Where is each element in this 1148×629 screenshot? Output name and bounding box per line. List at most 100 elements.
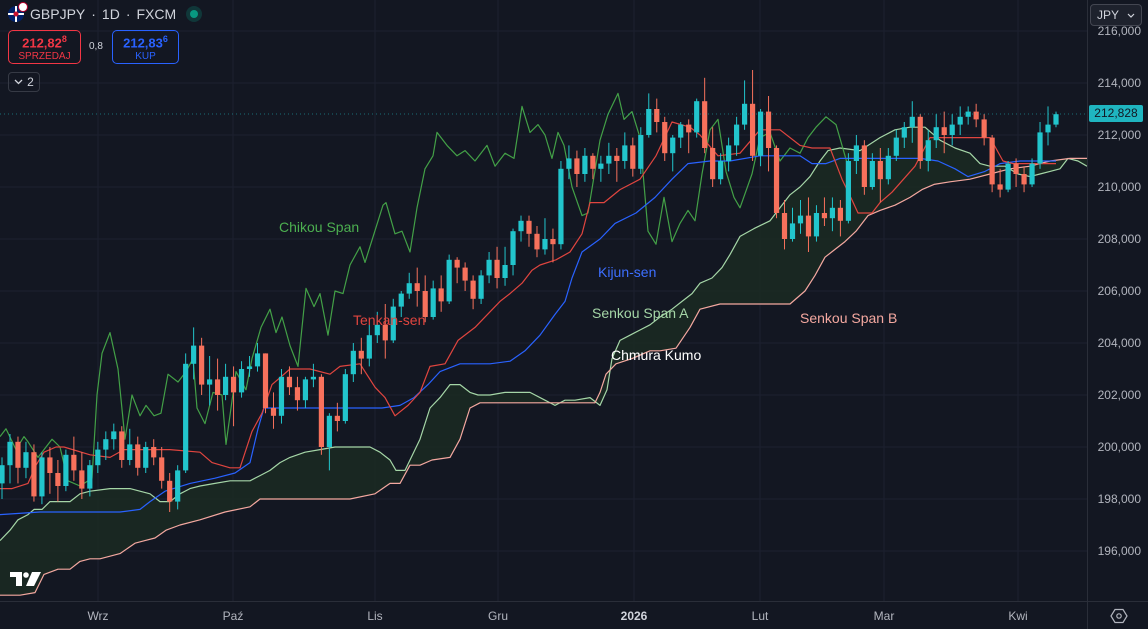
price-tick: 200,000 <box>1097 440 1141 454</box>
time-axis[interactable]: Wrz Paź Lis Gru 2026 Lut Mar Kwi <box>0 601 1087 629</box>
chart-canvas[interactable] <box>0 0 1088 601</box>
candle <box>478 270 484 304</box>
candle <box>965 106 971 125</box>
candle <box>765 96 772 172</box>
candle <box>869 153 875 190</box>
price-tick: 208,000 <box>1097 232 1141 246</box>
candle <box>1005 161 1011 193</box>
candle <box>909 101 915 143</box>
candle <box>127 428 133 466</box>
candle <box>374 311 380 343</box>
price-tick: 206,000 <box>1097 284 1141 298</box>
candle <box>789 207 796 242</box>
candle <box>159 447 165 489</box>
price-tick: 212,000 <box>1097 128 1141 142</box>
candle <box>119 426 125 468</box>
candle <box>949 114 955 146</box>
annotation-spanA: Senkou Span A <box>592 305 689 321</box>
candle <box>230 366 237 427</box>
candle <box>877 148 883 203</box>
candle <box>278 369 285 424</box>
candle <box>462 262 468 291</box>
candle <box>957 106 963 135</box>
candle <box>246 356 253 377</box>
price-tick: 214,000 <box>1097 76 1141 90</box>
candle <box>582 148 588 182</box>
indicators-toggle-button[interactable]: 2 <box>8 72 40 92</box>
candle <box>781 200 788 250</box>
separator: · <box>91 6 96 22</box>
candle <box>598 155 604 182</box>
symbol-name[interactable]: GBPJPY <box>30 6 86 22</box>
candle <box>31 444 37 502</box>
market-open-status-icon <box>190 10 199 18</box>
candle <box>1029 158 1035 187</box>
candle <box>741 80 748 130</box>
spread-value: 0,8 <box>89 41 103 52</box>
candle <box>630 137 636 177</box>
candle <box>558 161 564 250</box>
tradingview-logo-icon[interactable] <box>10 571 42 587</box>
candle <box>686 119 692 154</box>
candle <box>550 228 556 263</box>
candle <box>55 460 61 502</box>
candle <box>1021 166 1027 193</box>
candle <box>422 275 428 323</box>
candle <box>542 218 548 255</box>
price-tick: 202,000 <box>1097 388 1141 402</box>
candle <box>654 98 660 133</box>
candle <box>342 369 348 424</box>
candle <box>837 200 844 237</box>
candle <box>670 135 676 172</box>
candle <box>518 215 524 242</box>
candle <box>805 197 812 252</box>
candle <box>358 337 364 375</box>
sell-button[interactable]: 212,828 SPRZEDAJ <box>8 30 81 64</box>
buy-button[interactable]: 212,836 KUP <box>112 30 179 64</box>
price-tick: 204,000 <box>1097 336 1141 350</box>
candle <box>39 452 45 505</box>
candle <box>470 275 476 310</box>
candle <box>718 153 724 185</box>
candle <box>222 363 229 401</box>
candle <box>710 127 716 187</box>
candle <box>1013 158 1019 187</box>
candle <box>183 353 189 473</box>
candle <box>23 441 29 479</box>
symbol-legend[interactable]: GBPJPY · 1D · FXCM <box>8 2 199 22</box>
sell-price: 212,828 <box>22 34 67 51</box>
exchange-label: FXCM <box>136 6 177 22</box>
candle <box>566 145 572 180</box>
candle <box>398 291 404 317</box>
candle <box>262 353 269 414</box>
candle <box>430 280 436 320</box>
candle <box>7 434 13 484</box>
candle <box>614 148 620 182</box>
candle <box>749 70 756 161</box>
candle <box>773 145 780 219</box>
candle <box>486 252 492 284</box>
candle <box>47 447 53 494</box>
chart-area[interactable] <box>0 0 1088 601</box>
candle <box>925 129 931 172</box>
candle <box>590 153 596 180</box>
chart-settings-button[interactable] <box>1087 601 1148 629</box>
candle <box>638 127 644 174</box>
currency-selector[interactable]: JPY <box>1090 4 1142 26</box>
candle <box>861 140 867 195</box>
candle <box>917 114 923 169</box>
time-tick: Mar <box>873 609 895 623</box>
candle <box>845 153 851 224</box>
price-axis[interactable]: 216,000 214,000 212,000 210,000 208,000 206,0… <box>1087 0 1148 601</box>
settings-gear-icon <box>1109 608 1128 623</box>
candle <box>797 200 804 234</box>
chikou-span-line <box>0 92 849 487</box>
candle <box>175 465 181 510</box>
interval-label[interactable]: 1D <box>101 6 120 22</box>
last-price-label: 212,828 <box>1089 105 1143 122</box>
price-tick: 198,000 <box>1097 492 1141 506</box>
candle <box>494 246 500 289</box>
candle <box>15 436 21 484</box>
senkou-span-b-line <box>0 157 1087 596</box>
candle <box>454 257 460 284</box>
